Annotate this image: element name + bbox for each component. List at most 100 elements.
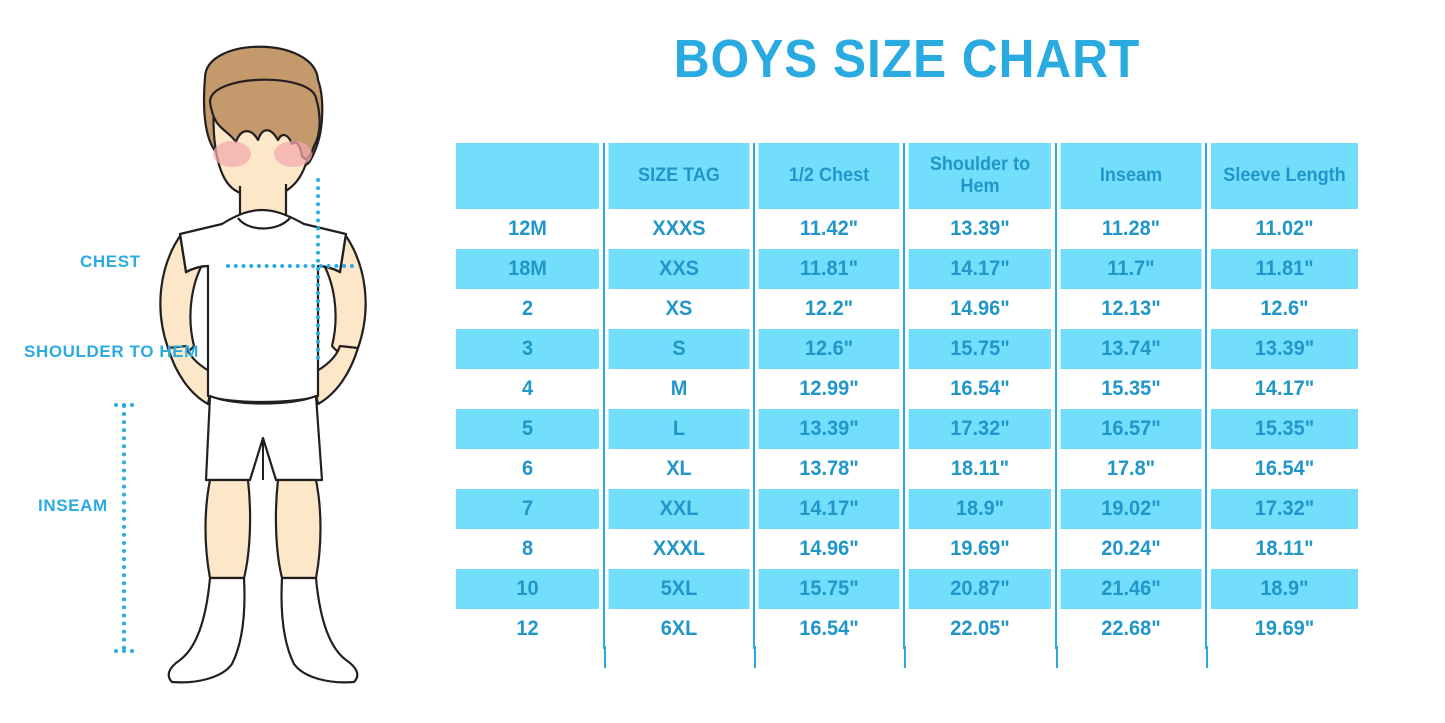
cell-sleeve-length: 11.81" xyxy=(1209,249,1359,289)
thigh-left xyxy=(204,478,252,580)
cell-shoulder-to-hem: 16.54" xyxy=(907,369,1054,409)
cell-size: 3 xyxy=(455,329,602,369)
table-row: 18M XXS 11.81" 14.17" 11.7" 11.81" xyxy=(452,249,1362,289)
cell-inseam: 15.35" xyxy=(1059,369,1204,409)
cell-half-chest: 12.2" xyxy=(757,289,902,329)
cell-half-chest: 11.42" xyxy=(757,209,902,249)
cell-sleeve-length: 14.17" xyxy=(1209,369,1359,409)
shoe-left xyxy=(167,576,246,684)
inseam-cap-bottom xyxy=(114,649,134,653)
cell-inseam: 20.24" xyxy=(1059,529,1204,569)
table-row: 2 XS 12.2" 14.96" 12.13" 12.6" xyxy=(452,289,1362,329)
cell-sleeve-length: 19.69" xyxy=(1209,609,1359,649)
cell-size-tag: 5XL xyxy=(607,569,752,609)
cell-shoulder-to-hem: 22.05" xyxy=(907,609,1054,649)
cell-size: 10 xyxy=(455,569,602,609)
cell-size: 7 xyxy=(455,489,602,529)
cell-inseam: 11.7" xyxy=(1059,249,1204,289)
cell-shoulder-to-hem: 14.96" xyxy=(907,289,1054,329)
cell-size-tag: XXXS xyxy=(607,209,752,249)
inseam-label: INSEAM xyxy=(38,496,108,515)
cell-shoulder-to-hem: 18.11" xyxy=(907,449,1054,489)
tshirt-collar xyxy=(237,217,291,230)
cell-half-chest: 16.54" xyxy=(757,609,902,649)
shoulder-to-hem-measure-line xyxy=(316,178,320,360)
cell-half-chest: 13.78" xyxy=(757,449,902,489)
table-row: 6 XL 13.78" 18.11" 17.8" 16.54" xyxy=(452,449,1362,489)
column-header-size xyxy=(455,143,602,209)
cell-size: 12 xyxy=(455,609,602,649)
cell-shoulder-to-hem: 20.87" xyxy=(907,569,1054,609)
cell-size: 8 xyxy=(455,529,602,569)
size-table: SIZE TAG 1/2 Chest Shoulder to Hem Insea… xyxy=(452,143,1362,649)
cell-size: 6 xyxy=(455,449,602,489)
table-row: 10 5XL 15.75" 20.87" 21.46" 18.9" xyxy=(452,569,1362,609)
size-table-container: SIZE TAG 1/2 Chest Shoulder to Hem Insea… xyxy=(452,143,1362,668)
column-header-sleeve-length: Sleeve Length xyxy=(1209,143,1359,209)
table-row: 5 L 13.39" 17.32" 16.57" 15.35" xyxy=(452,409,1362,449)
cell-sleeve-length: 17.32" xyxy=(1209,489,1359,529)
cell-half-chest: 13.39" xyxy=(757,409,902,449)
cell-size-tag: XXL xyxy=(607,489,752,529)
cell-size-tag: M xyxy=(607,369,752,409)
cell-shoulder-to-hem: 17.32" xyxy=(907,409,1054,449)
cell-size-tag: XXXL xyxy=(607,529,752,569)
cell-sleeve-length: 18.9" xyxy=(1209,569,1359,609)
cell-sleeve-length: 15.35" xyxy=(1209,409,1359,449)
cell-shoulder-to-hem: 13.39" xyxy=(907,209,1054,249)
cell-shoulder-to-hem: 19.69" xyxy=(907,529,1054,569)
cell-half-chest: 14.96" xyxy=(757,529,902,569)
cell-inseam: 22.68" xyxy=(1059,609,1204,649)
column-header-half-chest: 1/2 Chest xyxy=(757,143,902,209)
cell-size-tag: XS xyxy=(607,289,752,329)
cell-half-chest: 15.75" xyxy=(757,569,902,609)
table-row: 3 S 12.6" 15.75" 13.74" 13.39" xyxy=(452,329,1362,369)
table-row: 4 M 12.99" 16.54" 15.35" 14.17" xyxy=(452,369,1362,409)
cell-sleeve-length: 16.54" xyxy=(1209,449,1359,489)
cell-size-tag: L xyxy=(607,409,752,449)
illustration-panel: CHEST SHOULDER TO HEM INSEAM xyxy=(0,0,452,723)
cell-shoulder-to-hem: 15.75" xyxy=(907,329,1054,369)
chest-measure-line xyxy=(226,264,354,268)
page-title: BOYS SIZE CHART xyxy=(673,29,1141,89)
table-row: 12M XXXS 11.42" 13.39" 11.28" 11.02" xyxy=(452,209,1362,249)
cell-sleeve-length: 12.6" xyxy=(1209,289,1359,329)
column-header-shoulder-to-hem: Shoulder to Hem xyxy=(907,143,1054,209)
cell-half-chest: 11.81" xyxy=(757,249,902,289)
boy-figure-illustration xyxy=(159,45,367,684)
size-table-body: 12M XXXS 11.42" 13.39" 11.28" 11.02" 18M XXS 11.… xyxy=(452,209,1362,649)
cell-inseam: 21.46" xyxy=(1059,569,1204,609)
cell-shoulder-to-hem: 18.9" xyxy=(907,489,1054,529)
column-divider-overhang xyxy=(452,646,1362,668)
table-row: 12 6XL 16.54" 22.05" 22.68" 19.69" xyxy=(452,609,1362,649)
cell-sleeve-length: 11.02" xyxy=(1209,209,1359,249)
cell-half-chest: 12.6" xyxy=(757,329,902,369)
column-header-inseam: Inseam xyxy=(1059,143,1204,209)
cell-shoulder-to-hem: 14.17" xyxy=(907,249,1054,289)
table-row: 7 XXL 14.17" 18.9" 19.02" 17.32" xyxy=(452,489,1362,529)
cell-sleeve-length: 13.39" xyxy=(1209,329,1359,369)
cell-size-tag: S xyxy=(607,329,752,369)
column-header-size-tag: SIZE TAG xyxy=(607,143,752,209)
header-row: SIZE TAG 1/2 Chest Shoulder to Hem Insea… xyxy=(452,143,1362,209)
cell-half-chest: 12.99" xyxy=(757,369,902,409)
sleeve-left-edge xyxy=(178,233,209,274)
cell-inseam: 11.28" xyxy=(1059,209,1204,249)
inseam-measure-line xyxy=(122,404,126,650)
cell-size-tag: XL xyxy=(607,449,752,489)
blush-right xyxy=(274,141,312,167)
thigh-right xyxy=(274,478,322,580)
cell-size: 2 xyxy=(455,289,602,329)
cell-size: 18M xyxy=(455,249,602,289)
cell-half-chest: 14.17" xyxy=(757,489,902,529)
cell-size-tag: XXS xyxy=(607,249,752,289)
blush-left xyxy=(213,141,251,167)
shoulder-to-hem-label: SHOULDER TO HEM xyxy=(24,342,199,361)
cell-inseam: 16.57" xyxy=(1059,409,1204,449)
cell-inseam: 19.02" xyxy=(1059,489,1204,529)
cell-size-tag: 6XL xyxy=(607,609,752,649)
inseam-cap-top xyxy=(114,403,134,407)
cell-inseam: 17.8" xyxy=(1059,449,1204,489)
chest-label: CHEST xyxy=(80,252,141,271)
